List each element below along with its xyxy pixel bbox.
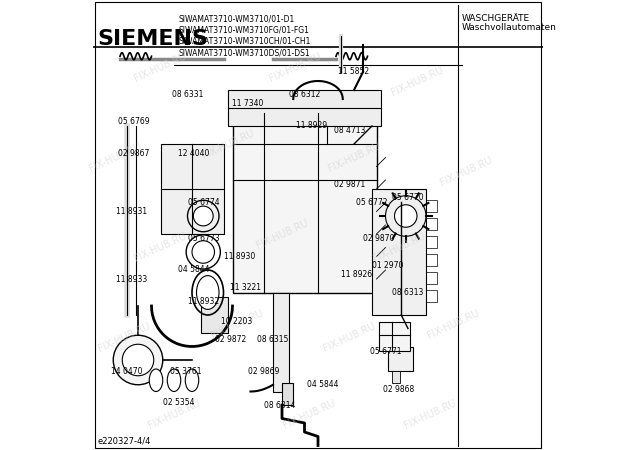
Text: FIX-HUB.RU: FIX-HUB.RU — [146, 397, 202, 431]
Text: FIX-HUB.RU: FIX-HUB.RU — [403, 397, 458, 431]
Ellipse shape — [167, 369, 181, 392]
Circle shape — [193, 206, 213, 226]
Bar — [426, 290, 438, 302]
Text: 05 6769: 05 6769 — [118, 117, 149, 126]
Text: 11 5852: 11 5852 — [338, 68, 370, 76]
Text: 05 6773: 05 6773 — [188, 234, 219, 243]
Text: FIX-HUB.RU: FIX-HUB.RU — [268, 51, 323, 84]
Bar — [201, 297, 228, 333]
Text: 14 0470: 14 0470 — [111, 367, 142, 376]
Ellipse shape — [185, 369, 198, 392]
Text: 12 4040: 12 4040 — [179, 148, 210, 157]
Text: 02 5354: 02 5354 — [163, 398, 194, 407]
Text: SIWAMAT3710-WM3710CH/01-CH1: SIWAMAT3710-WM3710CH/01-CH1 — [179, 37, 311, 46]
Text: FIX-HUB.RU: FIX-HUB.RU — [200, 127, 256, 161]
Text: 04 5844: 04 5844 — [179, 266, 210, 274]
Text: FIX-HUB.RU: FIX-HUB.RU — [281, 397, 336, 431]
Text: FIX-HUB.RU: FIX-HUB.RU — [326, 141, 382, 174]
Bar — [372, 189, 426, 315]
Bar — [282, 382, 293, 405]
Bar — [379, 322, 410, 351]
Text: 08 6314: 08 6314 — [264, 400, 295, 410]
Circle shape — [122, 344, 154, 376]
Text: 02 9871: 02 9871 — [334, 180, 365, 189]
Text: SIWAMAT3710-WM3710DS/01-DS1: SIWAMAT3710-WM3710DS/01-DS1 — [179, 48, 310, 57]
Text: 11 8926: 11 8926 — [340, 270, 371, 279]
Circle shape — [394, 205, 417, 227]
Text: FIX-HUB.RU: FIX-HUB.RU — [254, 217, 310, 251]
Text: 11 3221: 11 3221 — [230, 284, 261, 292]
Text: 05 6771: 05 6771 — [370, 346, 401, 356]
Text: 05 6774: 05 6774 — [188, 198, 219, 207]
Text: 05 3761: 05 3761 — [170, 367, 201, 376]
Text: 11 8930: 11 8930 — [223, 252, 255, 261]
Bar — [426, 200, 438, 212]
Text: 11 8931: 11 8931 — [116, 207, 147, 216]
Text: 02 9870: 02 9870 — [363, 234, 394, 243]
Bar — [426, 272, 438, 284]
Bar — [426, 218, 438, 230]
Text: SIWAMAT3710-WM3710FG/01-FG1: SIWAMAT3710-WM3710FG/01-FG1 — [179, 26, 309, 35]
Text: 08 4713: 08 4713 — [334, 126, 365, 135]
Text: 05 6770: 05 6770 — [392, 194, 424, 202]
Text: FIX-HUB.RU: FIX-HUB.RU — [322, 321, 377, 354]
Text: 08 6331: 08 6331 — [172, 90, 203, 99]
Text: FIX-HUB.RU: FIX-HUB.RU — [88, 141, 143, 174]
Text: 02 9872: 02 9872 — [214, 335, 245, 344]
Text: FIX-HUB.RU: FIX-HUB.RU — [133, 51, 188, 84]
Bar — [426, 236, 438, 248]
Ellipse shape — [149, 369, 163, 392]
Text: FIX-HUB.RU: FIX-HUB.RU — [371, 231, 427, 264]
Text: FIX-HUB.RU: FIX-HUB.RU — [439, 154, 494, 188]
Text: 01 2970: 01 2970 — [372, 261, 403, 270]
Bar — [160, 144, 223, 234]
Text: 11 7340: 11 7340 — [233, 99, 264, 108]
Circle shape — [113, 335, 163, 385]
Text: Waschvollautomaten: Waschvollautomaten — [462, 23, 557, 32]
Bar — [228, 90, 381, 126]
Text: 08 6313: 08 6313 — [392, 288, 424, 297]
Circle shape — [192, 241, 214, 263]
Circle shape — [385, 196, 426, 236]
Text: FIX-HUB.RU: FIX-HUB.RU — [425, 307, 481, 341]
Text: FIX-HUB.RU: FIX-HUB.RU — [389, 64, 445, 98]
Text: 02 9869: 02 9869 — [248, 367, 280, 376]
Ellipse shape — [197, 275, 219, 310]
Text: FIX-HUB.RU: FIX-HUB.RU — [133, 231, 188, 264]
Bar — [273, 292, 289, 392]
Bar — [392, 371, 400, 383]
Text: 08 6315: 08 6315 — [257, 335, 289, 344]
Text: 11 8933: 11 8933 — [116, 274, 147, 284]
Text: 02 9868: 02 9868 — [384, 385, 415, 394]
Text: 10 2203: 10 2203 — [221, 317, 252, 326]
Bar — [388, 346, 413, 371]
Text: e220327-4/4: e220327-4/4 — [97, 436, 151, 446]
Text: FIX-HUB.RU: FIX-HUB.RU — [209, 307, 265, 341]
Text: SIWAMAT3710-WM3710/01-D1: SIWAMAT3710-WM3710/01-D1 — [179, 14, 294, 23]
Text: 02 9867: 02 9867 — [118, 148, 149, 157]
Text: WASCHGERÄTE: WASCHGERÄTE — [462, 14, 530, 23]
Bar — [426, 254, 438, 266]
Text: FIX-HUB.RU: FIX-HUB.RU — [97, 321, 152, 354]
Text: 05 6772: 05 6772 — [356, 198, 388, 207]
Bar — [233, 112, 377, 292]
Text: 11 8929: 11 8929 — [296, 122, 327, 130]
Text: SIEMENS: SIEMENS — [97, 29, 209, 49]
Text: 04 5844: 04 5844 — [307, 380, 338, 389]
Text: 11 8932: 11 8932 — [188, 297, 219, 306]
Text: 08 6312: 08 6312 — [289, 90, 320, 99]
